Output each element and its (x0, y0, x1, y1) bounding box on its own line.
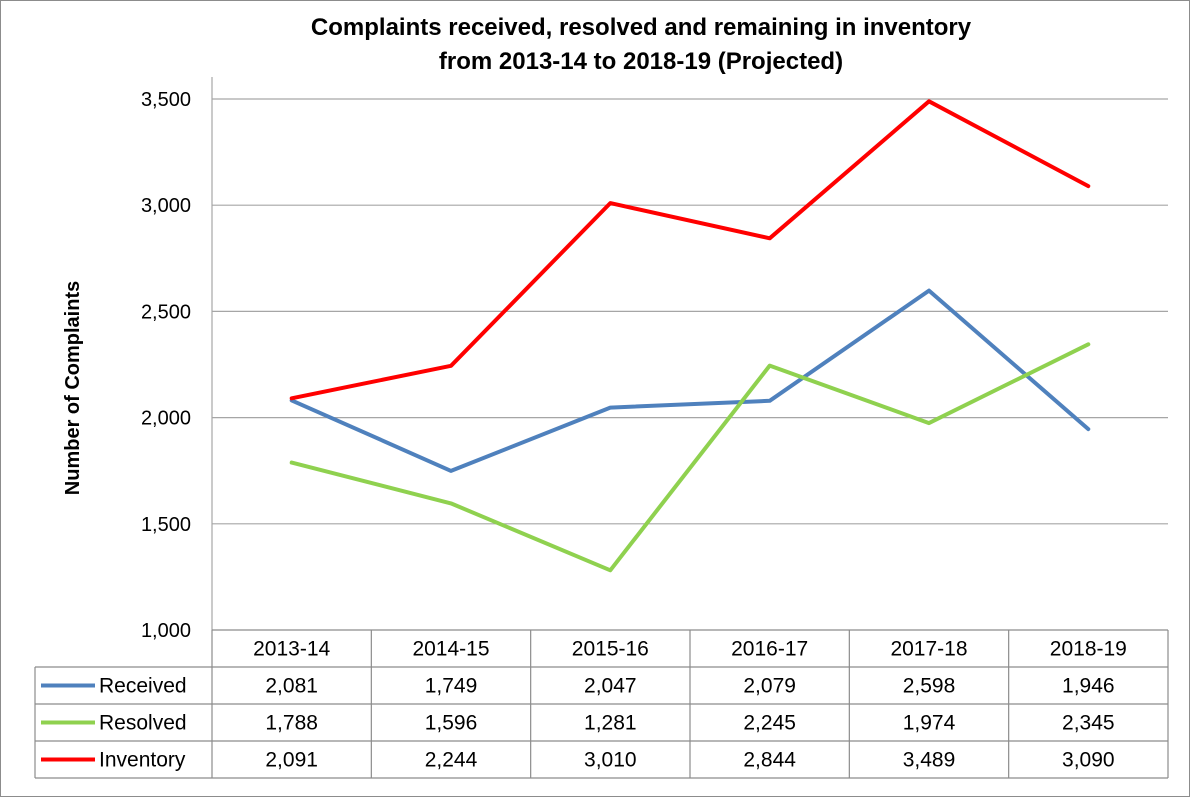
table-cell-value: 1,596 (425, 712, 478, 735)
grid-lines (211, 77, 1168, 630)
table-cell-value: 2,081 (265, 675, 318, 698)
table-cell-value: 2,079 (743, 675, 796, 698)
x-tick-label: 2013-14 (253, 638, 330, 661)
table-cell-value: 2,245 (743, 712, 796, 735)
table-cell-value: 1,281 (584, 712, 637, 735)
series-line-resolved (289, 342, 1091, 573)
table-cell-value: 1,946 (1062, 675, 1115, 698)
table-cell-value: 1,749 (425, 675, 478, 698)
chart-title: Complaints received, resolved and remain… (311, 14, 972, 41)
y-tick-label: 2,500 (141, 301, 191, 323)
legend-label: Received (99, 675, 187, 698)
y-tick-label: 3,000 (141, 195, 191, 217)
series-line-inventory (289, 99, 1091, 401)
y-tick-label: 2,000 (141, 408, 191, 430)
x-tick-label: 2016-17 (731, 638, 808, 661)
data-table: 2013-14 2014-15 2015-16 2016-17 2017-18 2018-… (34, 629, 1169, 779)
table-cell-value: 2,844 (743, 749, 796, 772)
table-cell-value: 1,974 (903, 712, 956, 735)
y-axis-ticks: 1,000 1,500 2,000 2,500 3,000 3,500 (141, 89, 191, 642)
table-cell-value: 3,010 (584, 749, 637, 772)
table-cell-value: 2,598 (903, 675, 956, 698)
table-cell-value: 2,345 (1062, 712, 1115, 735)
y-tick-label: 3,500 (141, 89, 191, 111)
table-cell-value: 3,489 (903, 749, 956, 772)
y-tick-label: 1,500 (141, 514, 191, 536)
table-cell-value: 2,091 (265, 749, 318, 772)
x-tick-label: 2014-15 (412, 638, 489, 661)
y-tick-label: 1,000 (141, 620, 191, 642)
y-axis-label: Number of Complaints (62, 281, 84, 495)
chart-subtitle: from 2013-14 to 2018-19 (Projected) (439, 48, 843, 75)
table-cell-value: 2,244 (425, 749, 478, 772)
legend-label: Resolved (99, 712, 187, 735)
x-tick-label: 2018-19 (1050, 638, 1127, 661)
table-cell-value: 2,047 (584, 675, 637, 698)
table-cell-value: 1,788 (265, 712, 318, 735)
table-cell-value: 3,090 (1062, 749, 1115, 772)
legend-label: Inventory (99, 749, 186, 772)
series-line-received (289, 288, 1091, 473)
x-tick-label: 2015-16 (572, 638, 649, 661)
x-tick-label: 2017-18 (890, 638, 967, 661)
series-lines (289, 99, 1091, 573)
